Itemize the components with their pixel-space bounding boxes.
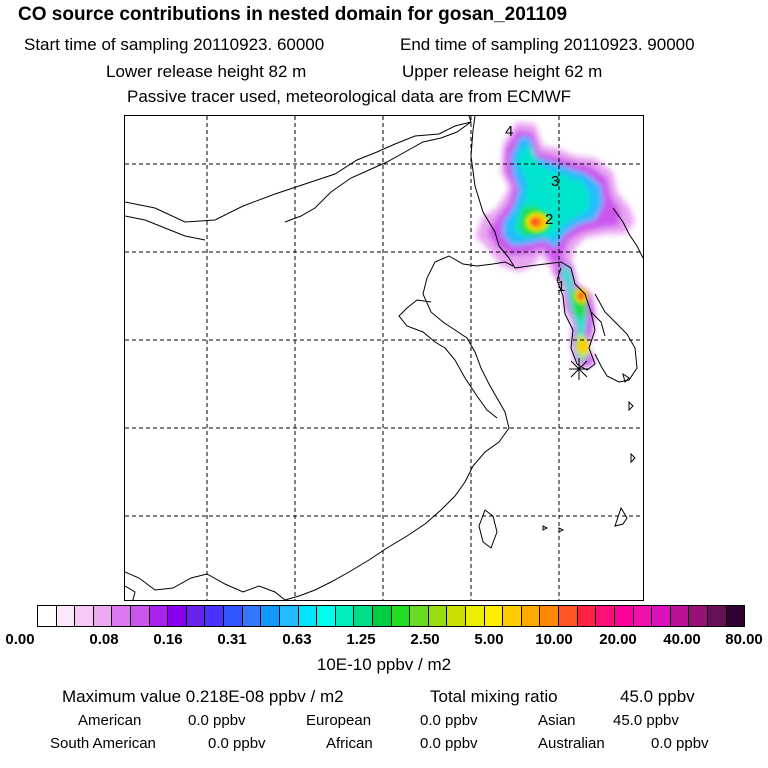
european-label: European xyxy=(306,712,372,729)
lower-release-height: Lower release height 82 m xyxy=(106,62,307,81)
colorbar-cell xyxy=(633,606,653,626)
colorbar xyxy=(37,605,745,627)
colorbar-tick-label: 40.00 xyxy=(663,631,701,648)
colorbar-cell xyxy=(261,606,280,626)
colorbar-cell xyxy=(186,606,206,626)
concentration-plume xyxy=(475,122,635,368)
colorbar-cell xyxy=(317,606,336,626)
european-value: 0.0 ppbv xyxy=(420,712,478,729)
colorbar-tick-label: 0.16 xyxy=(153,631,183,648)
colorbar-tick-label: 0.31 xyxy=(217,631,247,648)
colorbar-cell xyxy=(689,606,708,626)
coastlines xyxy=(125,116,643,600)
max-value: Maximum value 0.218E-08 ppbv / m2 xyxy=(62,687,344,706)
colorbar-cell xyxy=(298,606,318,626)
colorbar-cell xyxy=(521,606,541,626)
colorbar-tick-label: 0.08 xyxy=(89,631,119,648)
colorbar-cell xyxy=(726,606,745,626)
colorbar-cell xyxy=(75,606,94,626)
colorbar-tick-label: 0.00 xyxy=(5,631,35,648)
colorbar-cell xyxy=(372,606,392,626)
colorbar-cell xyxy=(335,606,355,626)
colorbar-cell xyxy=(577,606,597,626)
tracer-note: Passive tracer used, meteorological data… xyxy=(127,87,572,106)
map-label-3: 3 xyxy=(551,173,559,190)
colorbar-tick-label: 80.00 xyxy=(725,631,763,648)
map-canvas: 4 3 2 1 xyxy=(125,116,643,600)
receptor-star xyxy=(569,358,589,380)
lat-lon-grid xyxy=(125,116,643,600)
colorbar-cell xyxy=(168,606,187,626)
asian-label: Asian xyxy=(538,712,576,729)
colorbar-cell xyxy=(93,606,113,626)
american-value: 0.0 ppbv xyxy=(188,712,246,729)
colorbar-cell xyxy=(670,606,690,626)
colorbar-cell xyxy=(614,606,634,626)
colorbar-cell xyxy=(149,606,169,626)
colorbar-cell xyxy=(38,606,57,626)
colorbar-cell xyxy=(56,606,76,626)
colorbar-cell xyxy=(131,606,150,626)
end-time: End time of sampling 20110923. 90000 xyxy=(400,35,695,54)
colorbar-cell xyxy=(112,606,132,626)
american-label: American xyxy=(78,712,142,729)
colorbar-cell xyxy=(559,606,578,626)
colorbar-cell xyxy=(242,606,262,626)
start-time: Start time of sampling 20110923. 60000 xyxy=(24,35,325,54)
colorbar-cell xyxy=(391,606,411,626)
map-panel: 4 3 2 1 xyxy=(124,115,644,601)
map-label-2: 2 xyxy=(545,211,553,228)
colorbar-cell xyxy=(503,606,522,626)
colorbar-cell xyxy=(354,606,373,626)
colorbar-cell xyxy=(540,606,560,626)
colorbar-cell xyxy=(447,606,467,626)
colorbar-cell xyxy=(428,606,448,626)
map-label-4: 4 xyxy=(505,123,513,140)
colorbar-tick-label: 10.00 xyxy=(535,631,573,648)
south-american-value: 0.0 ppbv xyxy=(208,735,266,752)
colorbar-tick-label: 0.63 xyxy=(282,631,312,648)
colorbar-tick-label: 2.50 xyxy=(410,631,440,648)
total-mixing-label: Total mixing ratio xyxy=(430,687,558,706)
colorbar-unit: 10E-10 ppbv / m2 xyxy=(316,655,452,674)
colorbar-cell xyxy=(484,606,504,626)
asian-value: 45.0 ppbv xyxy=(613,712,679,729)
colorbar-cell xyxy=(279,606,299,626)
colorbar-cell xyxy=(205,606,225,626)
colorbar-cell xyxy=(466,606,485,626)
total-mixing-value: 45.0 ppbv xyxy=(620,687,695,706)
colorbar-tick-label: 1.25 xyxy=(346,631,376,648)
colorbar-cell xyxy=(224,606,243,626)
south-american-label: South American xyxy=(50,735,156,752)
colorbar-cell xyxy=(596,606,615,626)
colorbar-cell xyxy=(652,606,671,626)
australian-label: Australian xyxy=(538,735,605,752)
plot-title: CO source contributions in nested domain… xyxy=(18,4,568,25)
australian-value: 0.0 ppbv xyxy=(651,735,709,752)
african-label: African xyxy=(326,735,373,752)
map-label-1: 1 xyxy=(557,278,565,295)
colorbar-tick-label: 20.00 xyxy=(599,631,637,648)
colorbar-cell xyxy=(707,606,727,626)
upper-release-height: Upper release height 62 m xyxy=(402,62,603,81)
african-value: 0.0 ppbv xyxy=(420,735,478,752)
colorbar-tick-label: 5.00 xyxy=(474,631,504,648)
colorbar-cell xyxy=(410,606,429,626)
